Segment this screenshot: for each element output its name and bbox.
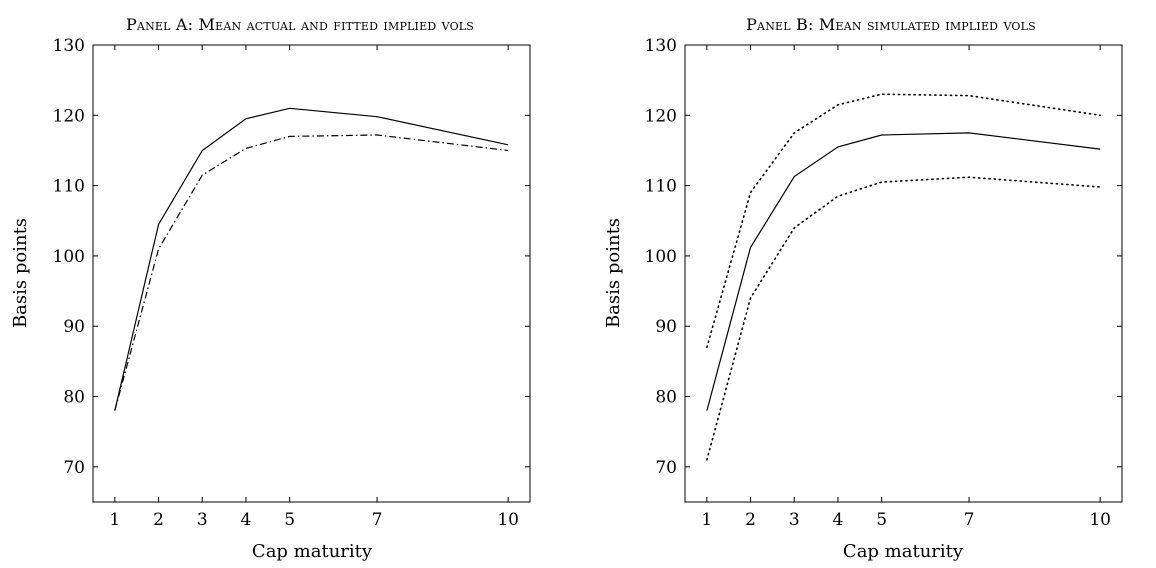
panel-b-series-line-dotted-2 <box>706 176 1101 461</box>
panel-b-series-line-dotted-0 <box>706 93 1101 349</box>
panel-a-y-axis-label: Basis points <box>10 218 31 328</box>
panel-b-series-line-solid-1 <box>706 132 1101 411</box>
panel-b-y-tick-label: 90 <box>655 317 677 337</box>
panel-b: Panel B: Mean simulated implied vols 1 2 3… <box>603 15 1123 562</box>
panel-a-x-tick-label: 2 <box>153 510 164 530</box>
panel-a-y-tick-label: 80 <box>63 388 85 408</box>
panel-a-y-tick-label: 90 <box>63 317 85 337</box>
panel-a-axes-frame <box>92 44 531 503</box>
panel-b-x-tick-label: 1 <box>701 510 712 530</box>
panel-a-y-tick-label: 130 <box>53 36 85 56</box>
panel-a-y-ticks: 70 80 90 100 110 120 130 <box>53 36 530 478</box>
panel-b-x-tick-label: 2 <box>745 510 756 530</box>
panel-b-x-tick-label: 3 <box>789 510 800 530</box>
panel-b-y-ticks: 70 80 90 100 110 120 130 <box>645 36 1122 478</box>
panel-b-title: Panel B: Mean simulated implied vols <box>746 15 1036 34</box>
panel-b-y-tick-label: 130 <box>645 36 677 56</box>
panel-b-x-ticks: 1 2 3 4 5 7 10 <box>701 45 1111 530</box>
panel-b-y-tick-label: 110 <box>645 177 677 197</box>
panel-b-x-axis-label: Cap maturity <box>843 541 964 562</box>
panel-b-y-tick-label: 120 <box>645 106 677 126</box>
panel-a-y-tick-label: 110 <box>53 177 85 197</box>
panel-a-y-tick-label: 120 <box>53 106 85 126</box>
panel-a-x-axis-label: Cap maturity <box>252 541 373 562</box>
panel-a-x-tick-label: 3 <box>197 510 208 530</box>
panel-b-x-tick-label: 4 <box>833 510 844 530</box>
panel-b-axes-frame <box>684 44 1123 503</box>
panel-b-x-tick-label: 7 <box>964 510 975 530</box>
panel-a-x-tick-label: 10 <box>497 510 519 530</box>
panel-b-y-tick-label: 80 <box>655 388 677 408</box>
panel-a-series-line-dashdot-1 <box>114 134 509 411</box>
panel-a-series <box>114 107 509 411</box>
panel-b-y-tick-label: 100 <box>645 247 677 267</box>
panel-a-y-tick-label: 70 <box>63 458 85 478</box>
panel-a-y-tick-label: 100 <box>53 247 85 267</box>
panel-a-x-ticks: 1 2 3 4 5 7 10 <box>109 45 519 530</box>
panel-b-y-tick-label: 70 <box>655 458 677 478</box>
panel-b-y-axis-label: Basis points <box>603 218 624 328</box>
panel-b-series <box>706 93 1101 461</box>
panel-a-series-line-solid-0 <box>114 107 509 411</box>
panel-a-x-tick-label: 7 <box>372 510 383 530</box>
panel-a-x-tick-label: 1 <box>109 510 120 530</box>
panel-b-x-tick-label: 10 <box>1089 510 1111 530</box>
panel-a: Panel A: Mean actual and fitted implied … <box>10 15 531 562</box>
panel-a-title: Panel A: Mean actual and fitted implied … <box>126 15 474 34</box>
panel-b-x-tick-label: 5 <box>876 510 887 530</box>
panel-a-x-tick-label: 4 <box>241 510 252 530</box>
panel-a-x-tick-label: 5 <box>284 510 295 530</box>
